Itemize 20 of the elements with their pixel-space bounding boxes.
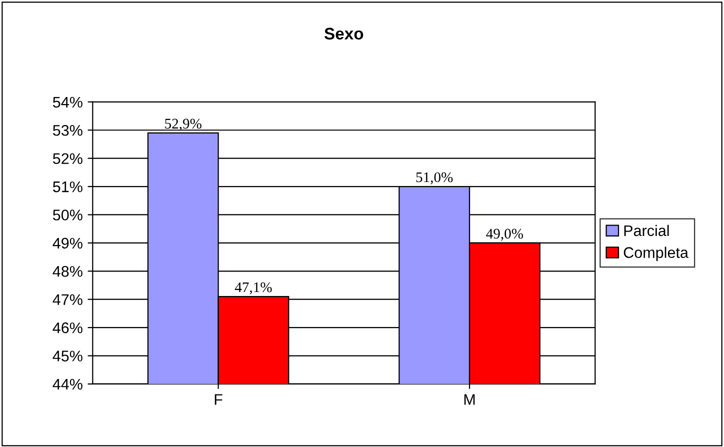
y-tick-label: 52% <box>52 153 82 164</box>
chart-title: Sexo <box>324 28 364 40</box>
y-tick-label: 46% <box>52 322 82 334</box>
x-tick-label: F <box>214 394 222 405</box>
x-tick-label: M <box>464 394 475 405</box>
y-tick-label: 47% <box>52 294 82 305</box>
data-label: 51,0% <box>416 172 453 184</box>
data-label: 49,0% <box>486 228 524 241</box>
y-tick-label: 51% <box>52 181 82 192</box>
legend-label: Parcial <box>624 224 669 236</box>
y-tick-label: 48% <box>52 266 82 277</box>
data-label: 52,9% <box>165 118 202 131</box>
y-tick-label: 50% <box>52 210 82 220</box>
y-tick-label: 49% <box>52 238 82 249</box>
y-tick-label: 44% <box>52 378 82 390</box>
y-tick-label: 54% <box>52 96 82 108</box>
data-label: 47,1% <box>234 282 272 294</box>
legend-label: Completa <box>624 246 688 262</box>
y-tick-label: 53% <box>52 124 82 136</box>
y-tick-label: 45% <box>52 350 82 362</box>
